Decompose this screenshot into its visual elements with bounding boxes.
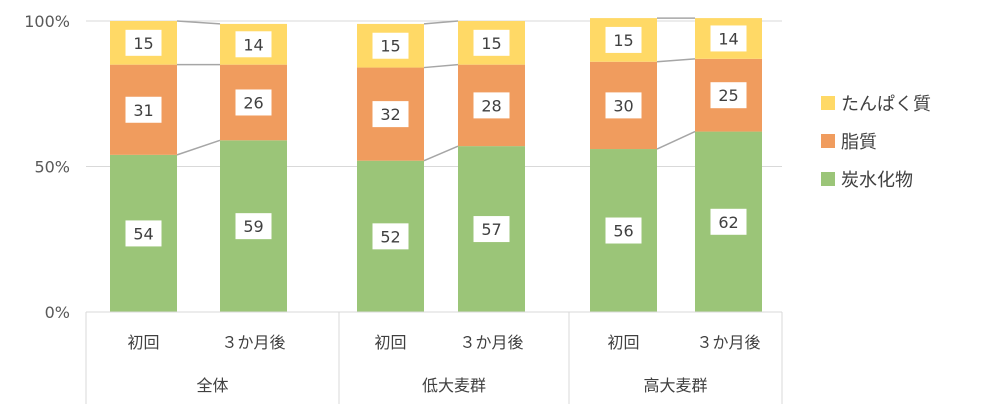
data-label-box [605, 217, 642, 244]
y-tick-label: 100% [24, 12, 70, 31]
data-label: 54 [133, 224, 153, 243]
data-label-box [473, 92, 510, 119]
series-line [656, 58, 696, 63]
category-label: 初回 [127, 333, 159, 352]
series-line [656, 130, 696, 150]
data-labels: 54 31 15 59 26 14 52 32 15 57 28 15 56 30 15 62 25 14 [125, 25, 747, 250]
data-label: 14 [718, 29, 738, 48]
data-label-box [125, 29, 162, 56]
data-label: 32 [380, 105, 400, 124]
data-label: 59 [243, 217, 263, 236]
data-label: 30 [613, 96, 633, 115]
data-label: 57 [481, 220, 501, 239]
category-label: ３か月後 [221, 333, 285, 352]
data-label: 26 [243, 93, 263, 112]
data-label: 62 [718, 213, 738, 232]
y-tick-label: 50% [34, 158, 70, 177]
data-label-box [125, 96, 162, 123]
series-line [176, 139, 221, 156]
data-label: 15 [380, 37, 400, 56]
bars [110, 18, 762, 312]
legend-swatch [821, 134, 835, 148]
category-label: 初回 [607, 333, 639, 352]
data-label-box [710, 82, 747, 109]
data-label-box [372, 101, 409, 128]
category-label: ３か月後 [459, 333, 523, 352]
data-label: 15 [613, 31, 633, 50]
data-label-box [710, 208, 747, 235]
data-label: 28 [481, 96, 501, 115]
group-label: 低大麦群 [422, 376, 486, 395]
data-label-box [235, 213, 272, 240]
data-label-box [372, 32, 409, 59]
series-connector-lines [176, 17, 696, 162]
series-line [423, 20, 459, 25]
y-tick-label: 0% [45, 303, 70, 322]
series-line [176, 20, 221, 25]
data-label-box [605, 92, 642, 119]
data-label-box [235, 89, 272, 116]
data-label-box [473, 29, 510, 56]
data-label: 52 [380, 227, 400, 246]
data-label: 15 [481, 34, 501, 53]
data-label: 14 [243, 35, 263, 54]
group-label: 全体 [196, 376, 228, 395]
series-line [423, 63, 459, 69]
legend-label: 脂質 [841, 132, 877, 153]
data-label: 15 [133, 34, 153, 53]
y-axis: 0% 50% 100% [24, 12, 70, 322]
data-label-box [605, 26, 642, 53]
data-label-box [125, 220, 162, 247]
data-label-box [372, 223, 409, 250]
data-label: 25 [718, 86, 738, 105]
data-label: 56 [613, 222, 633, 241]
data-label-box [235, 31, 272, 58]
legend-label: たんぱく質 [841, 94, 931, 115]
legend-swatch [821, 172, 835, 186]
category-label: 初回 [374, 333, 406, 352]
group-label: 高大麦群 [643, 376, 707, 395]
legend-swatch [821, 96, 835, 110]
data-label: 31 [133, 101, 153, 120]
data-label-box [473, 216, 510, 243]
category-label: ３か月後 [696, 333, 760, 352]
series-line [423, 145, 459, 162]
legend-label: 炭水化物 [841, 170, 913, 191]
data-label-box [710, 25, 747, 52]
